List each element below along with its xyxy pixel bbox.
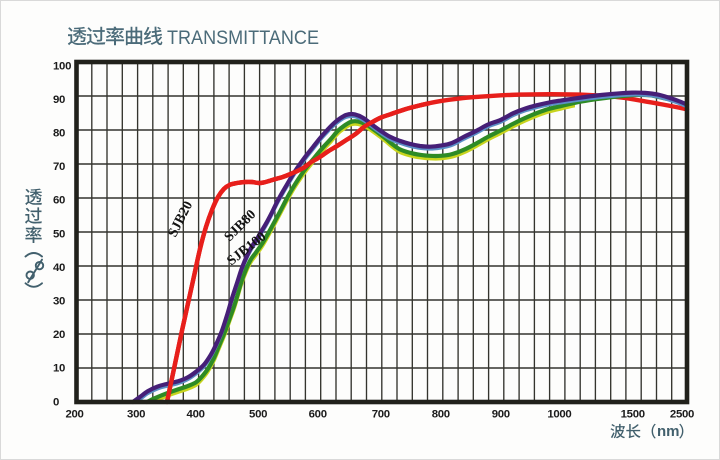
svg-text:70: 70 (53, 161, 65, 173)
svg-text:TRANSMITTANCE: TRANSMITTANCE (167, 27, 319, 49)
svg-text:300: 300 (127, 409, 145, 421)
svg-text:60: 60 (53, 195, 65, 207)
svg-text:0: 0 (53, 396, 59, 408)
svg-text:30: 30 (53, 296, 65, 308)
svg-text:40: 40 (53, 262, 65, 274)
svg-text:500: 500 (249, 409, 267, 421)
svg-text:50: 50 (53, 228, 65, 240)
svg-text:700: 700 (372, 409, 390, 421)
svg-text:800: 800 (432, 409, 450, 421)
svg-text:900: 900 (492, 409, 510, 421)
svg-text:1000: 1000 (547, 409, 571, 421)
svg-text:20: 20 (53, 329, 65, 341)
svg-text:80: 80 (53, 128, 65, 140)
svg-text:100: 100 (53, 60, 71, 72)
svg-text:2500: 2500 (670, 409, 694, 421)
svg-text:600: 600 (309, 409, 327, 421)
svg-text:400: 400 (187, 409, 205, 421)
svg-text:10: 10 (53, 363, 65, 375)
svg-text:200: 200 (65, 409, 83, 421)
svg-text:SJB20: SJB20 (166, 199, 197, 240)
svg-text:90: 90 (53, 94, 65, 106)
svg-text:1500: 1500 (621, 409, 645, 421)
svg-text:nm: nm (657, 423, 680, 440)
